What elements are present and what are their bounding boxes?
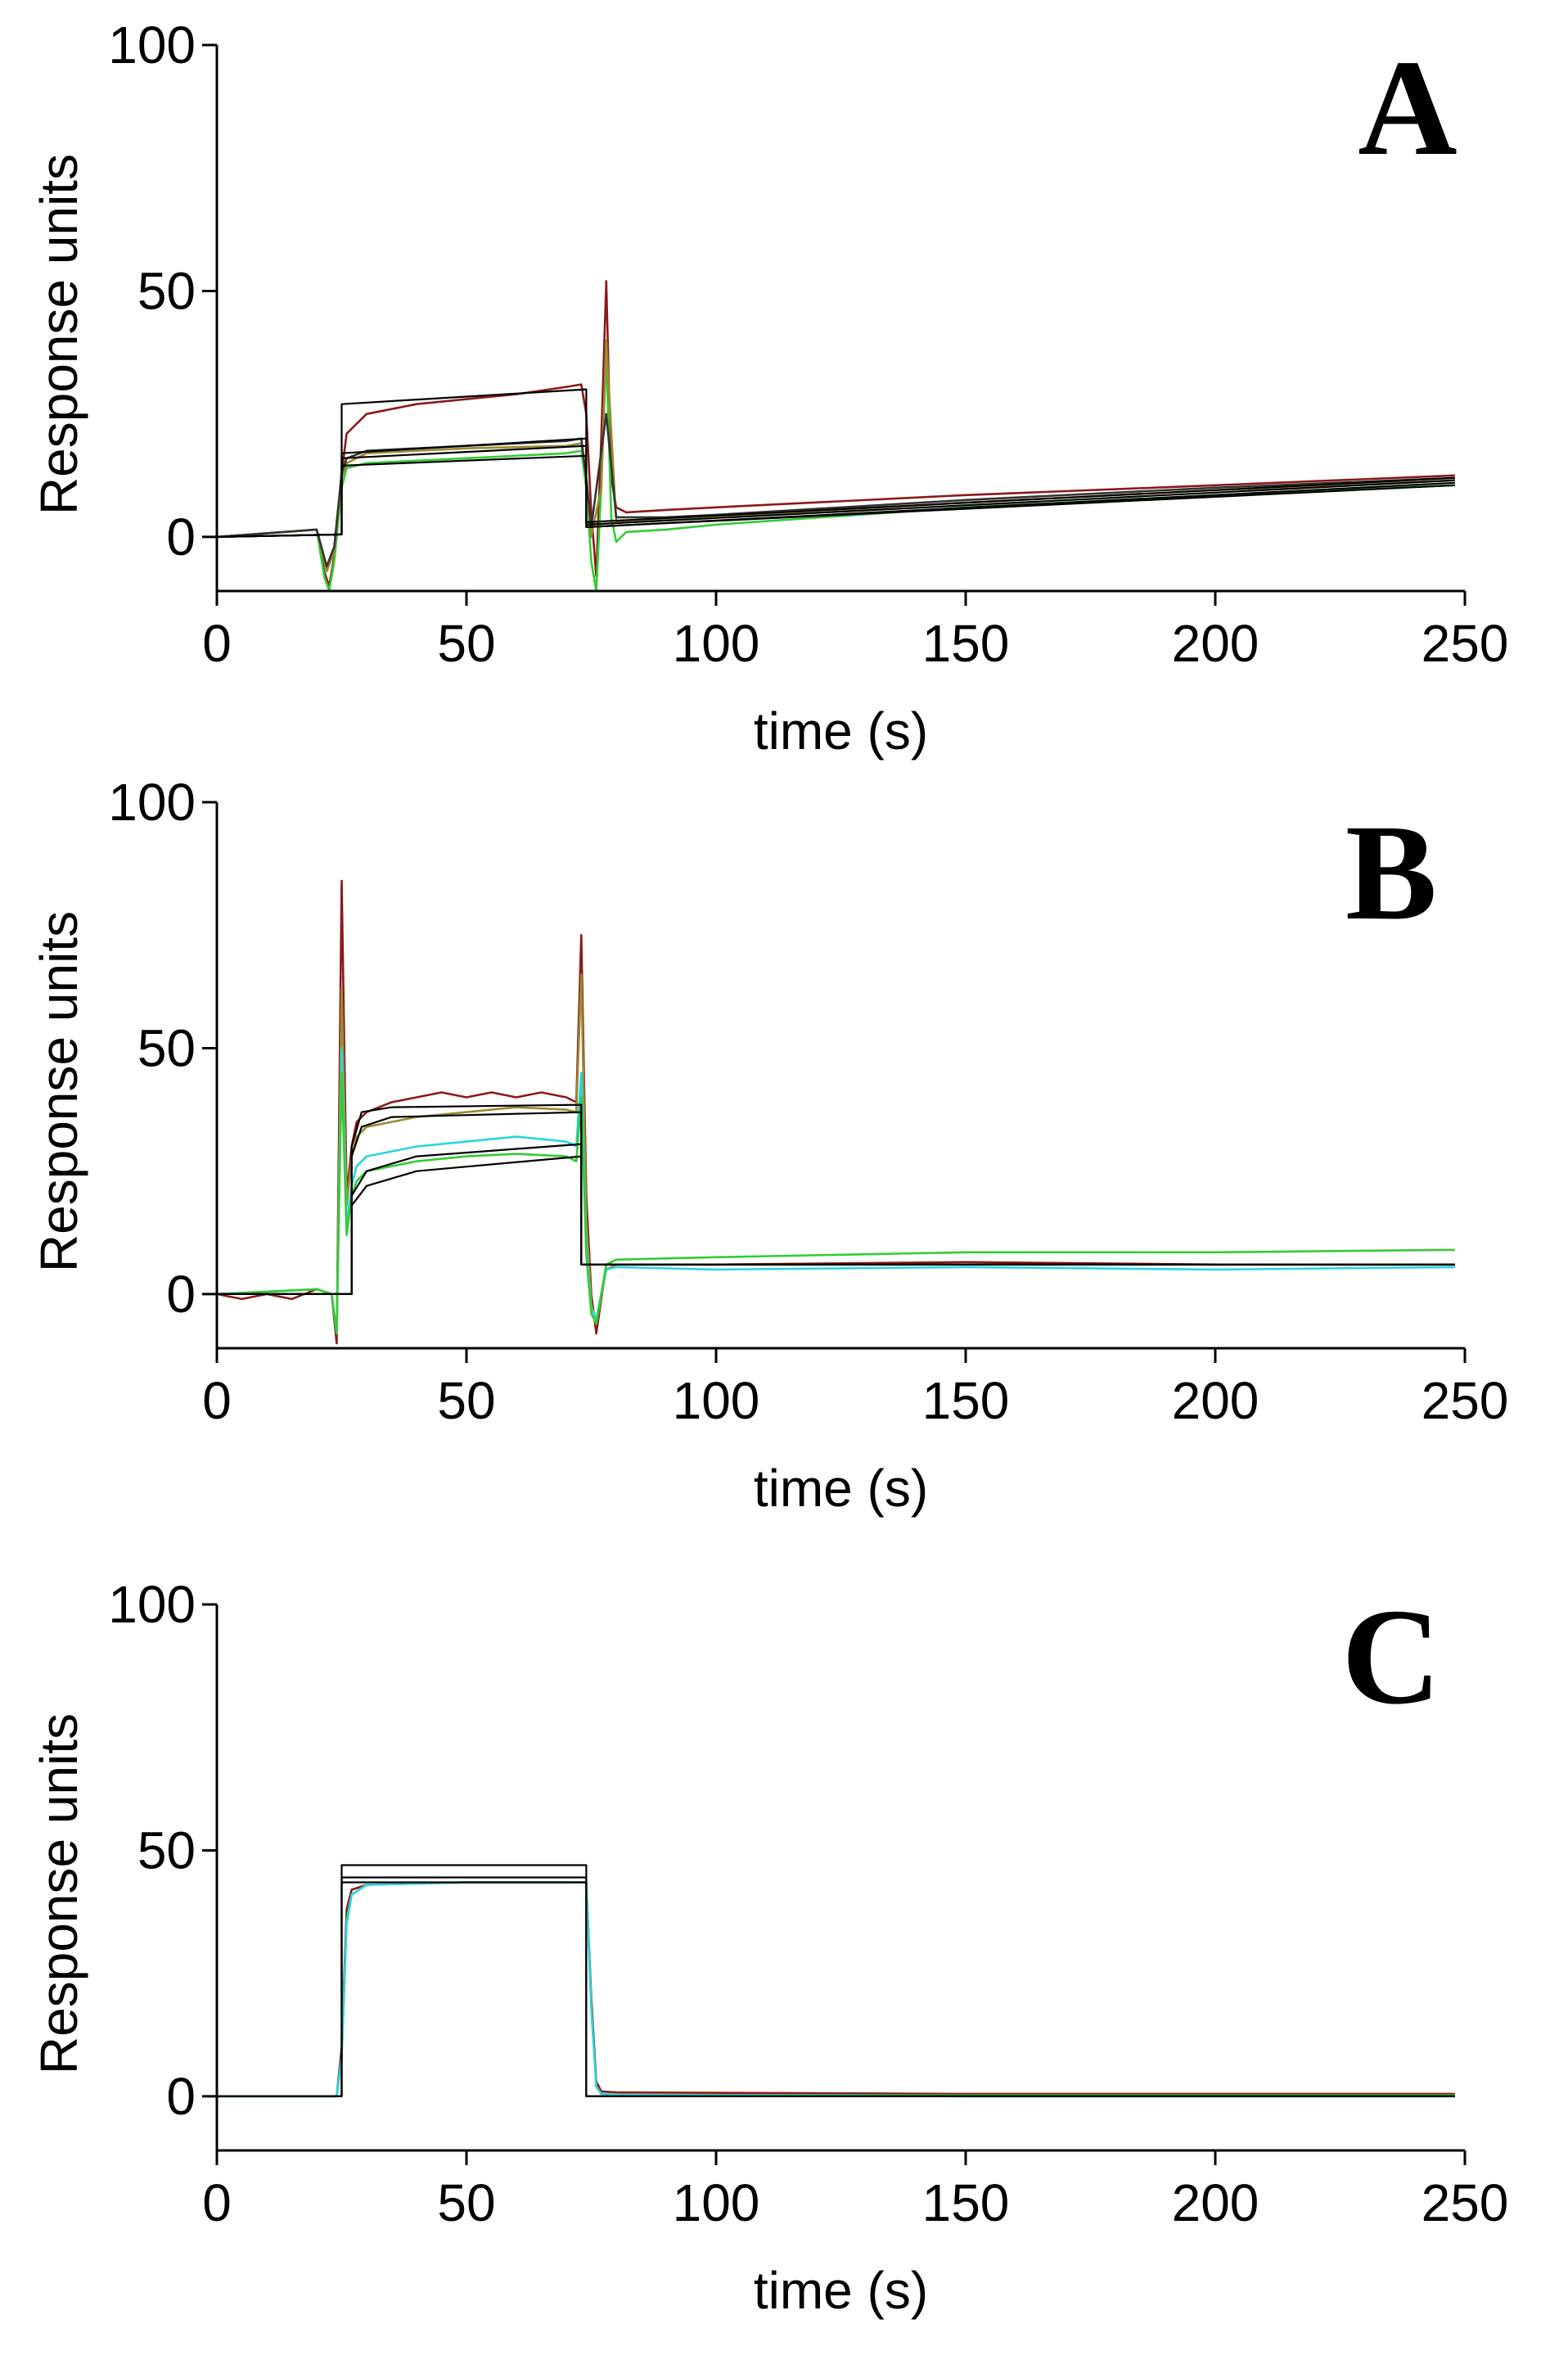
y-axis-label: Response units — [29, 911, 88, 1272]
panel-letter: B — [1345, 796, 1437, 949]
chart-a: 0 50 100 150 200 250 0 50 100 time (s) Response un… — [29, 16, 1509, 760]
y-tick-label: 0 — [166, 1265, 196, 1324]
y-tick-label: 50 — [137, 261, 196, 320]
y-axis-label: Response units — [29, 1713, 88, 2074]
x-tick-label: 200 — [1172, 614, 1259, 673]
x-tick-label: 250 — [1422, 614, 1509, 673]
x-tick-label: 200 — [1172, 2173, 1259, 2232]
series-data-green — [216, 349, 1455, 593]
panel-b: 0 50 100 150 200 250 0 50 100 time (s) Response un… — [0, 769, 1568, 1539]
x-tick-label: 150 — [922, 614, 1010, 673]
series-fit-3 — [217, 1143, 1455, 1295]
series-fit-3 — [216, 444, 1455, 538]
x-tick-label: 150 — [922, 1371, 1010, 1430]
x-tick-label: 100 — [673, 2173, 760, 2232]
x-tick-label: 0 — [202, 614, 232, 673]
series-fit-1 — [217, 1103, 1455, 1295]
x-axis-label: time (s) — [754, 1459, 928, 1518]
y-tick-label: 0 — [166, 508, 196, 566]
series-data-red — [216, 280, 1455, 588]
chart-b: 0 50 100 150 200 250 0 50 100 time (s) Response un… — [29, 773, 1509, 1518]
series-data-red — [216, 879, 1455, 1345]
y-axis-label: Response units — [29, 154, 88, 515]
series-fit-2 — [217, 1111, 1455, 1295]
series-fit-3 — [217, 1881, 1455, 2097]
series-group — [217, 1864, 1455, 2098]
y-tick-label: 100 — [108, 773, 196, 832]
chart-c: 0 50 100 150 200 250 0 50 100 time (s) Response un… — [29, 1575, 1509, 2320]
y-tick-label: 100 — [108, 16, 196, 74]
y-tick-label: 50 — [137, 1821, 196, 1879]
x-tick-label: 100 — [673, 614, 760, 673]
x-tick-label: 150 — [922, 2173, 1010, 2232]
x-tick-label: 50 — [437, 614, 495, 673]
x-tick-label: 50 — [437, 1371, 495, 1430]
x-tick-label: 200 — [1172, 1371, 1259, 1430]
panel-a: 0 50 100 150 200 250 0 50 100 time (s) Response un… — [0, 0, 1568, 769]
x-tick-label: 0 — [202, 2173, 232, 2232]
series-data-cyan — [217, 1881, 1455, 2098]
x-axis-label: time (s) — [754, 702, 928, 760]
series-fit-4 — [217, 1155, 1455, 1295]
panel-letter: C — [1341, 1581, 1440, 1733]
x-tick-label: 0 — [202, 1371, 232, 1430]
series-fit-4 — [216, 454, 1455, 538]
series-data-cyan — [216, 1047, 1455, 1335]
x-tick-label: 50 — [437, 2173, 495, 2232]
x-tick-label: 250 — [1422, 2173, 1509, 2232]
series-fit-1 — [217, 1864, 1455, 2097]
series-data-red — [217, 1881, 1455, 2098]
x-tick-label: 100 — [673, 1371, 760, 1430]
panel-c: 0 50 100 150 200 250 0 50 100 time (s) Response un… — [0, 1539, 1568, 2358]
series-group — [216, 879, 1455, 1345]
x-axis-label: time (s) — [754, 2261, 928, 2320]
series-data-green — [216, 1072, 1455, 1335]
y-tick-label: 0 — [166, 2067, 196, 2126]
series-data-olive — [216, 973, 1455, 1335]
x-tick-label: 250 — [1422, 1371, 1509, 1430]
y-tick-label: 50 — [137, 1018, 196, 1077]
y-tick-label: 100 — [108, 1575, 196, 1634]
panel-letter: A — [1358, 32, 1457, 184]
series-fit-2 — [217, 1876, 1455, 2097]
series-group — [216, 280, 1455, 593]
series-data-green — [217, 1881, 1455, 2098]
